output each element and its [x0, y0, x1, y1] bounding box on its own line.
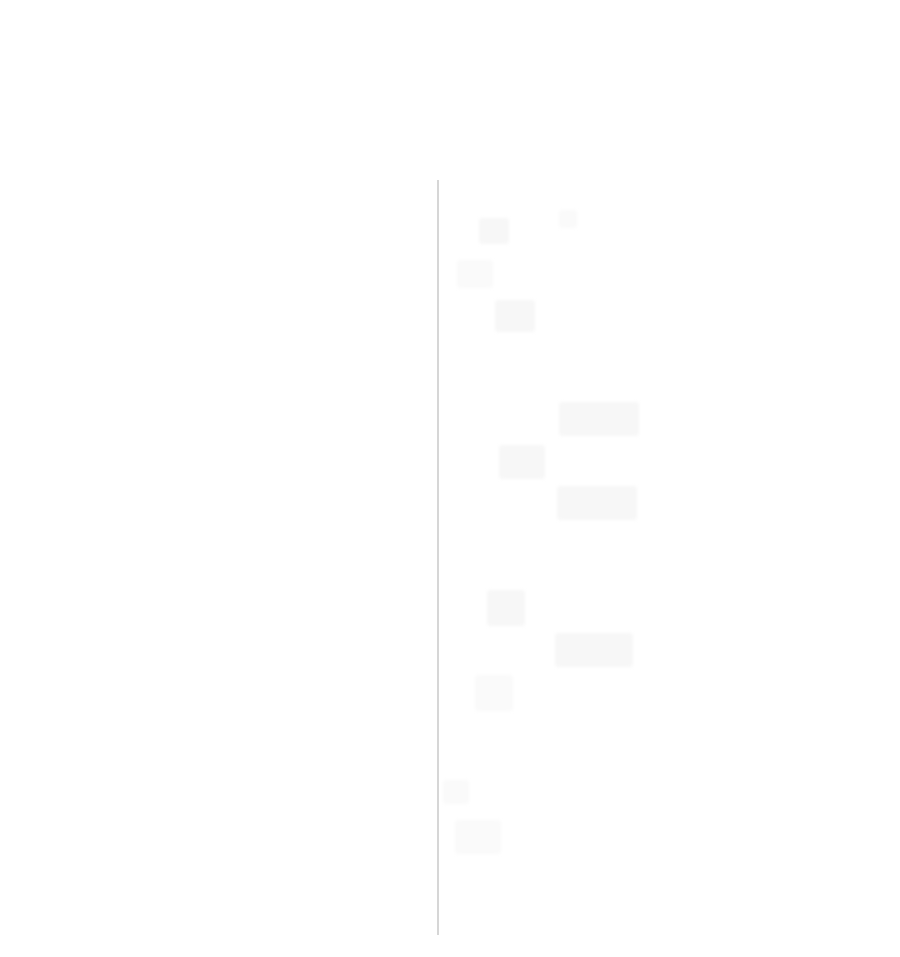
pane-divider[interactable] — [437, 180, 439, 935]
placeholder-block — [499, 445, 545, 479]
placeholder-block — [455, 820, 501, 854]
right-pane — [439, 180, 900, 935]
placeholder-block — [555, 633, 633, 667]
placeholder-block — [557, 486, 637, 520]
placeholder-block — [443, 780, 469, 804]
placeholder-block — [475, 675, 513, 711]
placeholder-block — [487, 590, 525, 626]
placeholder-block — [479, 218, 509, 244]
placeholder-block — [559, 402, 639, 436]
left-pane — [0, 180, 437, 935]
placeholder-block — [495, 300, 535, 332]
placeholder-block — [457, 260, 493, 288]
placeholder-block — [559, 210, 577, 228]
